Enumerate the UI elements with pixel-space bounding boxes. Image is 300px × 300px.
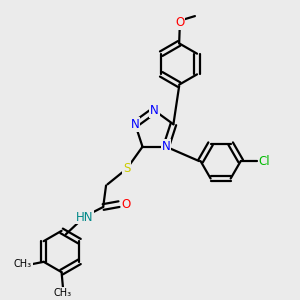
Text: CH₃: CH₃ — [54, 288, 72, 298]
Text: N: N — [162, 140, 170, 153]
Text: Cl: Cl — [259, 154, 270, 168]
Text: CH₃: CH₃ — [14, 259, 32, 269]
Text: N: N — [150, 104, 159, 117]
Text: S: S — [123, 162, 130, 175]
Text: O: O — [122, 198, 131, 211]
Text: HN: HN — [76, 211, 93, 224]
Text: N: N — [131, 118, 140, 131]
Text: O: O — [175, 16, 184, 29]
